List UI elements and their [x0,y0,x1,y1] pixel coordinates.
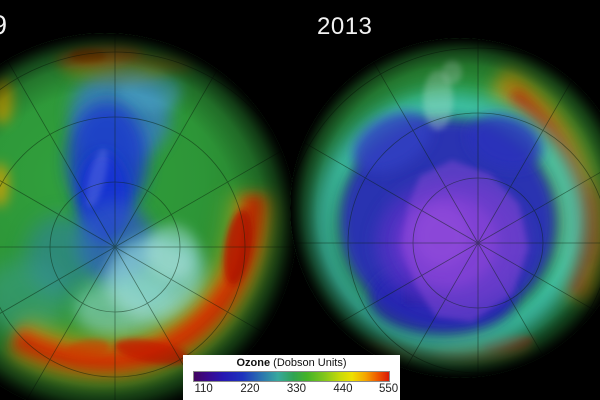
colorbar-tick-550: 550 [379,383,399,395]
colorbar-tick-110: 110 [194,383,213,395]
left-limb-shading [0,33,297,400]
colorbar-tick-labels: 110 220 330 440 550 [193,383,398,398]
colorbar-title: Ozone (Dobson Units) [183,357,400,370]
colorbar-gradient [193,371,390,382]
left-globe [0,33,297,400]
right-globe [290,38,600,378]
right-year-label: 2013 [317,13,373,40]
colorbar-title-units: (Dobson Units) [270,357,347,369]
colorbar-tick-440: 440 [333,383,353,395]
colorbar-tick-330: 330 [286,383,307,395]
colorbar-title-bold: Ozone [236,357,271,369]
left-year-label: 9 [0,12,8,39]
colorbar-tick-220: 220 [240,383,260,395]
right-limb-shading [290,38,600,378]
colorbar-legend: Ozone (Dobson Units) 110 220 330 440 550 [183,355,400,400]
